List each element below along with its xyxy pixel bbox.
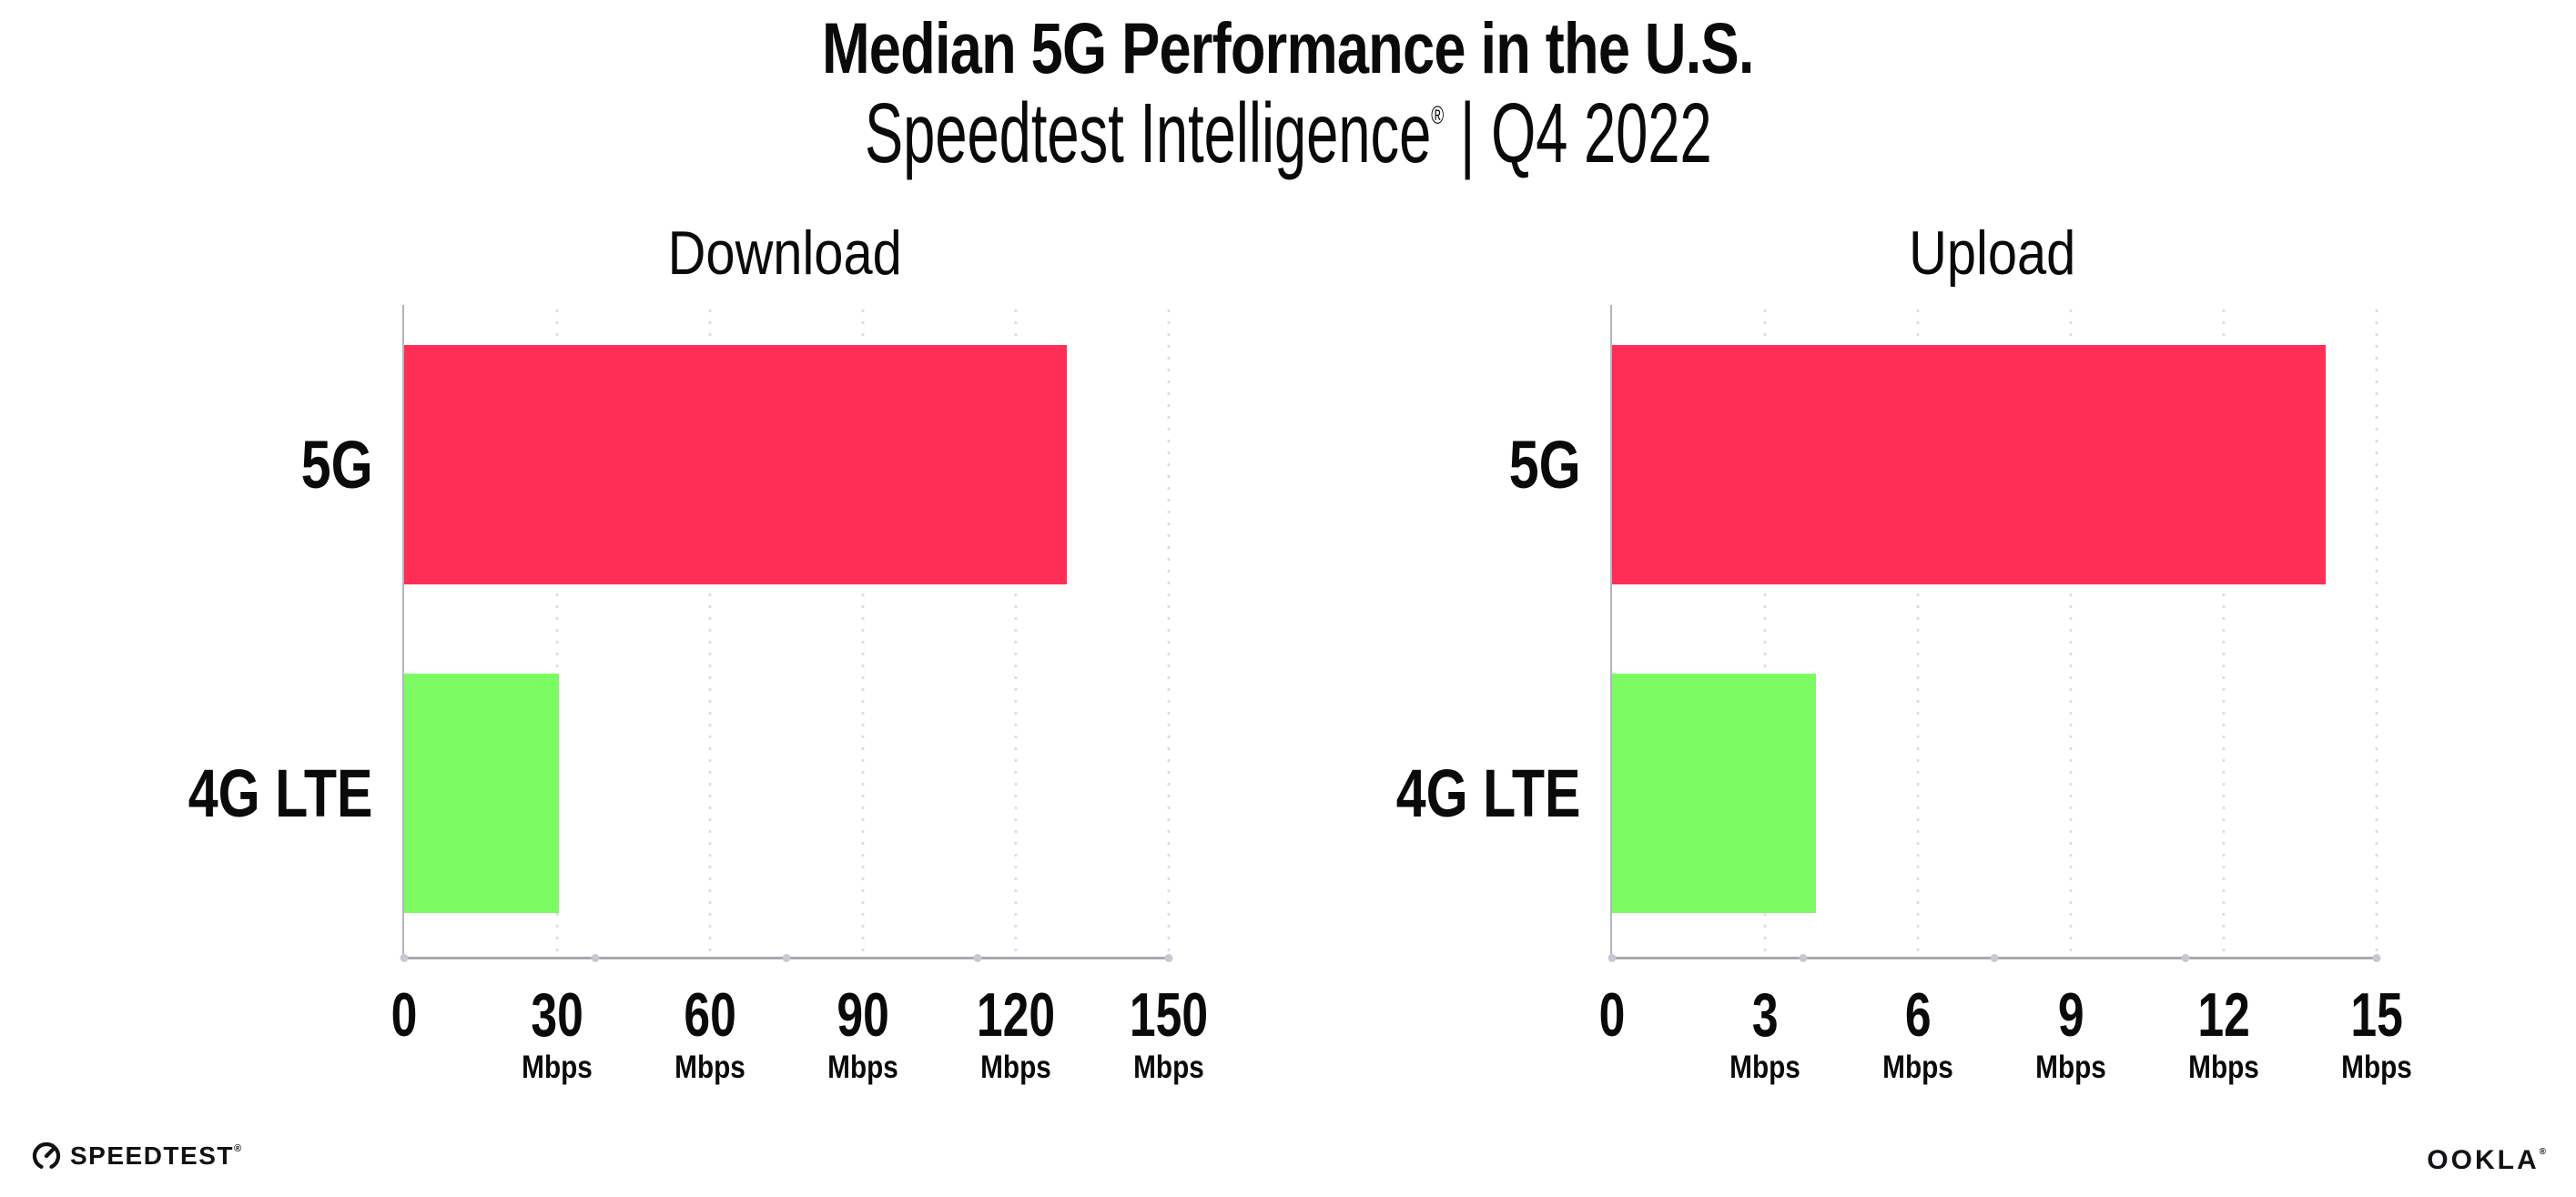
category-label-5g-upload: 5G	[1509, 426, 1581, 502]
x-tick-upload-6: 6 Mbps	[1876, 984, 1959, 1083]
speedtest-wordmark: SPEEDTEST®	[70, 1141, 242, 1170]
x-tick-value: 6	[1904, 980, 1932, 1050]
axis-quarter-dot	[782, 954, 791, 962]
x-tick-unit: Mbps	[827, 1050, 898, 1085]
axis-quarter-dot	[2181, 954, 2190, 962]
axis-quarter-dot	[400, 954, 409, 962]
x-tick-value: 9	[2057, 980, 2084, 1050]
x-tick-unit: Mbps	[1133, 1050, 1204, 1085]
x-tick-unit: Mbps	[522, 1050, 593, 1085]
x-tick-unit: Mbps	[2188, 1050, 2259, 1085]
category-label-4g-lte-download: 4G LTE	[188, 755, 373, 831]
x-tick-upload-12: 12 Mbps	[2182, 984, 2265, 1083]
gridline-upload-15	[2375, 305, 2378, 957]
gridline-download-90	[861, 305, 865, 957]
bar-4g-lte-upload	[1612, 674, 1816, 913]
x-tick-upload-9: 9 Mbps	[2029, 984, 2112, 1083]
registered-mark: ®	[1430, 101, 1444, 130]
bar-5g-download	[404, 345, 1067, 584]
category-label-5g-download: 5G	[301, 426, 373, 502]
gridline-upload-3	[1763, 305, 1767, 957]
speedtest-logo: SPEEDTEST®	[31, 1140, 241, 1172]
x-tick-value: 60	[684, 980, 736, 1050]
x-tick-value: 12	[2197, 980, 2250, 1050]
x-tick-download-30: 30 Mbps	[515, 984, 598, 1083]
x-tick-download-120: 120 Mbps	[964, 984, 1067, 1083]
axis-quarter-dot	[591, 954, 600, 962]
x-tick-upload-3: 3 Mbps	[1723, 984, 1806, 1083]
x-tick-value: 150	[1129, 980, 1209, 1050]
gridline-download-60	[708, 305, 712, 957]
gridline-download-120	[1014, 305, 1018, 957]
gridline-download-150	[1167, 305, 1171, 957]
x-tick-download-90: 90 Mbps	[821, 984, 904, 1083]
x-tick-download-0: 0	[387, 984, 421, 1046]
x-tick-unit: Mbps	[980, 1050, 1051, 1085]
chart-title-text: Median 5G Performance in the U.S.	[822, 7, 1754, 88]
ookla-wordmark: OOKLA	[2427, 1145, 2540, 1175]
x-tick-value: 30	[531, 980, 583, 1050]
x-tick-unit: Mbps	[2341, 1050, 2412, 1085]
bar-4g-lte-download	[404, 674, 560, 913]
subtitle-period: Q4 2022	[1490, 86, 1712, 180]
gridline-download-30	[555, 305, 559, 957]
download-plot-area: 0 30 Mbps 60 Mbps 90 Mbps 120 Mbps 150 Mbps 5G 4G LT…	[188, 305, 1208, 1083]
x-tick-unit: Mbps	[1729, 1050, 1800, 1085]
x-tick-value: 3	[1751, 980, 1779, 1050]
x-tick-value: 120	[976, 980, 1056, 1050]
ookla-registered-mark: ®	[2539, 1147, 2546, 1157]
category-label-4g-lte-upload: 4G LTE	[1396, 755, 1581, 831]
axis-quarter-dot	[1990, 954, 1999, 962]
axis-quarter-dot	[1607, 954, 1617, 962]
axis-quarter-dot	[1799, 954, 1808, 962]
x-tick-upload-15: 15 Mbps	[2335, 984, 2418, 1083]
subtitle-brand: Speedtest Intelligence	[864, 86, 1431, 180]
x-tick-value: 0	[1598, 980, 1626, 1050]
gridline-upload-6	[1916, 305, 1920, 957]
axis-quarter-dot	[1164, 954, 1173, 962]
x-tick-unit: Mbps	[674, 1050, 745, 1085]
upload-chart-title: Upload	[1909, 218, 2076, 288]
x-tick-unit: Mbps	[1882, 1050, 1953, 1085]
bar-5g-upload	[1612, 345, 2326, 584]
axis-quarter-dot	[2372, 954, 2381, 962]
ookla-logo: OOKLA®	[2427, 1145, 2546, 1176]
x-tick-download-60: 60 Mbps	[668, 984, 751, 1083]
x-tick-unit: Mbps	[2035, 1050, 2106, 1085]
x-tick-download-150: 150 Mbps	[1117, 984, 1220, 1083]
speedtest-registered-mark: ®	[233, 1142, 242, 1154]
chart-subtitle: Speedtest Intelligence® | Q4 2022	[0, 86, 2576, 180]
x-tick-upload-0: 0	[1595, 984, 1629, 1046]
axis-quarter-dot	[973, 954, 982, 962]
download-chart-title: Download	[667, 218, 902, 288]
subtitle-separator: |	[1459, 86, 1476, 180]
chart-title: Median 5G Performance in the U.S.	[0, 7, 2576, 88]
x-tick-value: 0	[390, 980, 418, 1050]
x-tick-value: 90	[837, 980, 889, 1050]
speedtest-gauge-icon	[32, 1141, 61, 1169]
gridline-upload-12	[2222, 305, 2226, 957]
gridline-upload-9	[2069, 305, 2073, 957]
upload-plot-area: 0 3 Mbps 6 Mbps 9 Mbps 12 Mbps 15 Mbps 5G 4G LTE	[1396, 305, 2412, 1083]
x-tick-value: 15	[2350, 980, 2403, 1050]
